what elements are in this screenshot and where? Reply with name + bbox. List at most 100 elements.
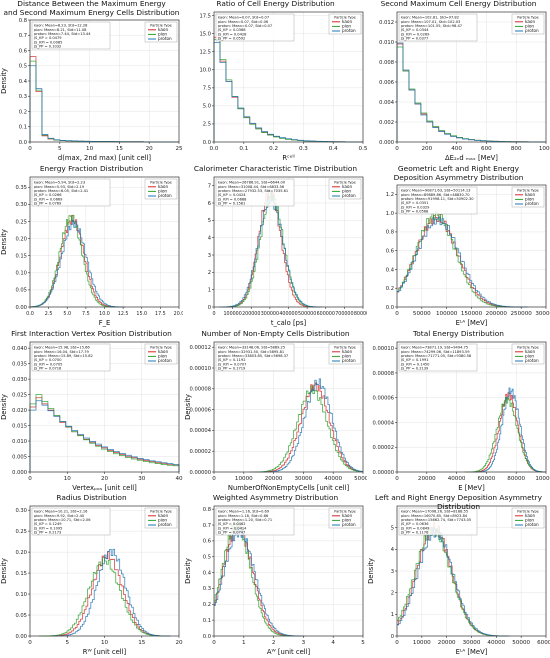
chart-svg: 0 10000 20000 30000 40000 50000 60000 0 1 2 3 4 5 Eᴸᴬ…	[367, 505, 550, 656]
x-tick-label: 10.0	[99, 311, 110, 317]
x-tick-label: 0.4	[329, 146, 338, 152]
y-tick-label: 0.00008	[373, 371, 394, 377]
legend	[328, 507, 362, 529]
stats-line: JS_KP = 0.0462	[217, 522, 246, 526]
y-tick-label: 0.6	[203, 539, 211, 545]
series-line-proton	[213, 41, 364, 143]
stats-line: kaon: Mean=90871.63, Std=50114.13	[401, 189, 470, 193]
legend-label: pion	[525, 354, 534, 359]
x-axis-label: Vertexₚₒₛ [unit cell]	[72, 484, 137, 492]
chart-panel-10: Radius Distribution 0 5 10 15 20 0.00 0.05 0.10 0…	[0, 493, 183, 658]
legend-label: pion	[342, 189, 351, 194]
x-tick-label: 50000	[354, 476, 367, 482]
x-tick-label: 60000	[478, 476, 496, 482]
stats-line: proton: Mean=91998.11, Std=50902.30	[401, 197, 474, 201]
stats-line: kaon: Mean=0.07, Std=0.07	[218, 16, 269, 20]
stats-line: proton: Mean=15862.74, Std=7743.05	[401, 518, 471, 522]
series-line-proton	[29, 65, 180, 143]
stats-line: proton: Mean=33803.85, Std=5698.37	[218, 354, 288, 358]
y-tick-label: 5	[391, 525, 394, 531]
y-tick-label: 0.1	[19, 125, 27, 131]
y-tick-label: 5.0	[203, 104, 211, 110]
x-tick-label: 800	[511, 146, 522, 152]
y-tick-label: 6	[208, 201, 211, 207]
legend-label: proton	[525, 358, 539, 363]
chart-svg: 0 10 20 30 40 0.000 0.005 0.010 0.015 0.020 0.025 0…	[0, 341, 183, 492]
chart-title: Second Maximum Cell Energy Distribution	[380, 0, 537, 8]
stats-line: JS_KP = 0.0636	[400, 522, 429, 526]
x-tick-label: 0.2	[269, 146, 278, 152]
y-tick-label: 5	[208, 218, 211, 224]
axes-frame	[213, 11, 364, 143]
x-tick-label: 40000	[324, 476, 342, 482]
chart-svg: 0 5 10 15 20 0.00 0.05 0.10 0.15 0.20 0.25 0.30 Rᵂ […	[0, 505, 183, 656]
legend-label: proton	[158, 193, 172, 198]
chart-title: Ratio of Cell Energy Distribution	[216, 0, 335, 8]
x-tick-label: 0	[28, 640, 32, 646]
stats-line: JS_KPi = 0.0705	[33, 362, 62, 366]
y-tick-label: 0.030	[12, 377, 27, 383]
chart-panel-9: Total Energy Distribution 0 20000 40000 6000…	[367, 329, 550, 494]
legend-label: pion	[158, 354, 167, 359]
y-tick-label: 0.4	[19, 79, 28, 85]
stats-line: kaon: Mean=17098.26, Std=8188.55	[401, 510, 468, 514]
x-tick-label: 15	[116, 146, 124, 152]
stats-line: JS_KP = 0.0368	[217, 28, 246, 32]
x-tick-label: 500000	[298, 311, 316, 317]
y-tick-label: 1.0	[386, 211, 394, 217]
y-tick-label: 0.0	[203, 634, 211, 640]
x-axis-label: ΔE₂ₙd ₘₐₓ [MeV]	[445, 154, 498, 162]
legend-label: kaon	[342, 19, 352, 24]
legend-title: Particle Type	[334, 16, 355, 20]
x-axis-label: Rᶜᵉˡˡ	[282, 154, 294, 162]
y-tick-label: 0.8	[19, 18, 27, 24]
x-tick-label: 0	[395, 311, 399, 317]
x-tick-label: 5.0	[63, 311, 71, 317]
x-axis-label: Aᵂ [unit cell]	[267, 648, 311, 656]
legend-label: proton	[342, 28, 356, 33]
y-tick-label: 0.0	[386, 305, 394, 311]
series-line-proton	[396, 42, 547, 143]
chart-svg: 0 50000 100000150000200000250000300000 0.0 0…	[386, 184, 550, 327]
y-tick-label: 0.040	[12, 346, 27, 352]
stats-line: JS_PP = 0.0568	[400, 210, 429, 214]
stats-box	[31, 507, 111, 536]
stats-box	[215, 507, 295, 536]
y-tick-label: 0.00	[15, 634, 27, 640]
chart-panel-2: Ratio of Cell Energy Distribution 0.0 0.1 0…	[184, 0, 367, 164]
x-tick-label: 17.5	[155, 311, 166, 317]
y-axis-label: Density	[184, 394, 192, 420]
legend-label: kaon	[158, 184, 168, 189]
x-tick-label: 400000	[279, 311, 297, 317]
y-tick-label: 4	[391, 547, 395, 553]
legend	[144, 343, 178, 365]
chart-title: First Interaction Vertex Position Distri…	[11, 329, 172, 338]
x-tick-label: 0	[28, 146, 32, 152]
x-axis-label: Eᴸᴬ [MeV]	[456, 648, 488, 656]
y-tick-label: 3	[208, 253, 211, 259]
y-tick-label: 0.00004	[190, 428, 212, 434]
y-tick-label: 0.5	[19, 64, 27, 70]
legend-title: Particle Type	[150, 346, 171, 350]
y-tick-label: 10.0	[199, 68, 211, 74]
chart-svg: 0 1 2 3 4 5 0.0 0.1 0.2 0.3 0.4 0.5 0.6 0.7 0.8 Aᵂ [uni…	[184, 505, 365, 656]
chart-title: Distance Between the Maximum Energy and …	[3, 0, 180, 17]
stats-line: JS_KP = 0.0479	[33, 36, 62, 40]
y-axis-label: Density	[0, 229, 8, 255]
x-tick-label: 100000	[535, 476, 550, 482]
stats-line: pion: Mean=74299.06, Std=11893.59	[401, 350, 470, 354]
chart-title: Energy Fraction Distribution	[39, 164, 144, 173]
chart-panel-5: Calorimeter Characteristic Time Distribu…	[184, 164, 367, 329]
stats-line: kaon: Mean=102.81, Std=97.82	[401, 16, 459, 20]
legend-label: pion	[525, 197, 534, 202]
y-tick-label: 0.05	[15, 613, 27, 619]
legend	[144, 21, 178, 43]
chart-panel-7: First Interaction Vertex Position Distri…	[0, 329, 183, 494]
legend-label: kaon	[342, 184, 352, 189]
x-tick-label: 600	[481, 146, 492, 152]
y-axis-label: Density	[0, 394, 8, 420]
y-tick-label: 0.0	[203, 140, 211, 146]
x-tick-label: 20000	[418, 476, 436, 482]
y-tick-label: 2.5	[203, 122, 211, 128]
y-tick-label: 15.0	[199, 31, 211, 37]
